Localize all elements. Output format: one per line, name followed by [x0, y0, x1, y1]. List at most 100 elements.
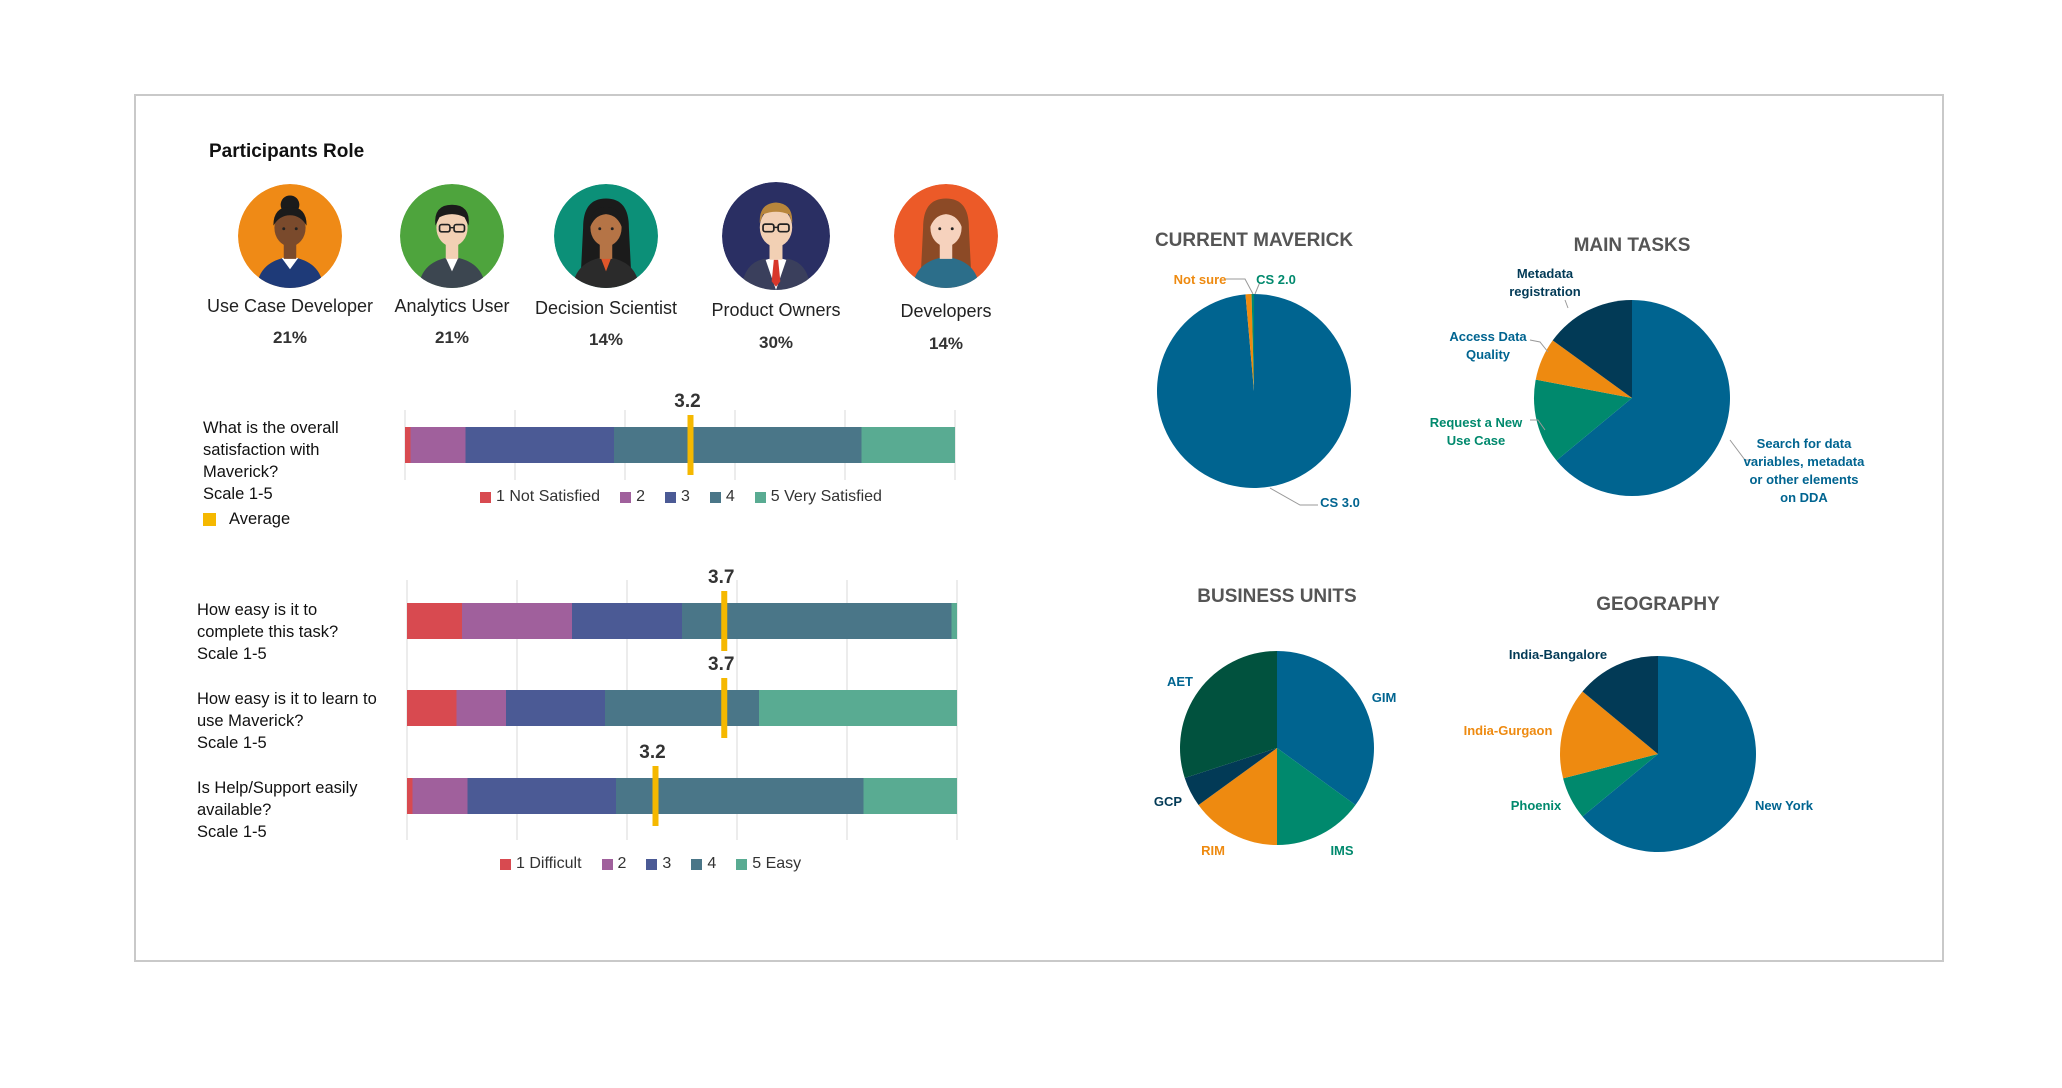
geography-pie-slice [1582, 656, 1658, 754]
main-tasks-leader-line [1530, 419, 1546, 431]
ease-bar-segment [407, 690, 457, 726]
ease-legend-swatch [691, 858, 703, 870]
main-tasks-slice-label: variables, metadata [1744, 454, 1865, 469]
ease-legend: 1 Difficult 2 3 4 5 Easy [500, 855, 821, 873]
ease-average-marker [652, 766, 659, 826]
main-tasks-pie-slice [1552, 300, 1632, 398]
ease-legend-label: 4 [707, 855, 717, 872]
role-label: Analytics User [394, 296, 510, 316]
ease-bar-segment [467, 778, 616, 814]
dashboard-frame [134, 94, 1944, 962]
maverick-slice-label: Not sure [1174, 272, 1227, 287]
geography-slice-label: Phoenix [1511, 798, 1562, 813]
ease-average-label: 3.7 [708, 654, 734, 675]
main-tasks-slice-label: Use Case [1447, 433, 1506, 448]
average-legend: Average [203, 510, 290, 529]
business-units-pie-slice [1277, 748, 1356, 845]
ease-average-marker [721, 678, 728, 738]
satisfaction-legend-item: 5 Very Satisfied [754, 488, 882, 506]
ease-average-label: 3.2 [639, 742, 665, 763]
main-tasks-slice-label: Request a New [1430, 415, 1523, 430]
satisfaction-question: What is the overall satisfaction with Ma… [203, 419, 339, 503]
satisfaction-legend-swatch [480, 491, 491, 503]
woman-long-hair-icon [554, 184, 658, 288]
satisfaction-average-marker [687, 415, 694, 475]
role-label: Decision Scientist [534, 298, 678, 318]
main-tasks-pie-slice [1535, 340, 1632, 398]
ease-legend-item: 1 Difficult [500, 855, 582, 873]
ease-bar-segment [407, 603, 462, 639]
ease-bar-segment [605, 690, 759, 726]
business-units-pie-slice [1180, 651, 1277, 778]
man-glasses-icon [400, 184, 504, 288]
ease-bar-segment [462, 603, 572, 639]
maverick-slice-label: CS 3.0 [1320, 495, 1360, 510]
main-tasks-leader-line [1564, 299, 1569, 309]
satisfaction-average-label: 3.2 [674, 391, 700, 412]
satisfaction-legend-label: 2 [636, 488, 645, 505]
business-units-pie-slice [1277, 651, 1374, 806]
role-label: Developers [900, 301, 992, 321]
woman-curly-hair-icon [238, 184, 342, 288]
ease-question-2: How easy is it to learn to use Maverick?… [197, 690, 377, 752]
role-label: Use Case Developer [206, 296, 374, 316]
satisfaction-legend-item: 3 [664, 488, 690, 506]
satisfaction-legend-label: 3 [680, 488, 690, 505]
maverick-leader-line [1225, 278, 1254, 295]
satisfaction-legend-label: 5 Very Satisfied [770, 488, 882, 505]
business-units-pie-slice [1198, 748, 1277, 845]
role-percentage: 21% [272, 328, 308, 347]
ease-bar-segment [759, 690, 957, 726]
role-percentage: 30% [758, 333, 794, 352]
satisfaction-bar-segment [405, 427, 411, 463]
satisfaction-legend-swatch [754, 491, 766, 503]
ease-bar-segment [407, 778, 413, 814]
ease-question-1: How easy is it to complete this task? Sc… [197, 601, 339, 663]
geography-slice-label: India-Gurgaon [1464, 723, 1553, 738]
ease-legend-item: 4 [691, 855, 716, 873]
ease-legend-swatch [601, 858, 613, 870]
maverick-leader-line [1254, 281, 1261, 295]
satisfaction-bar-segment [861, 427, 955, 463]
satisfaction-bar-segment [614, 427, 862, 463]
business-units-slice-label: GCP [1154, 794, 1183, 809]
ease-bar-segment [412, 778, 468, 814]
role-percentage: 21% [434, 328, 470, 347]
maverick-leader-line [1269, 487, 1318, 506]
business-units-chart-title: BUSINESS UNITS [1197, 586, 1356, 607]
average-swatch [203, 513, 216, 526]
ease-legend-label: 1 Difficult [516, 855, 582, 872]
ease-bar-segment [456, 690, 506, 726]
business-units-slice-label: IMS [1330, 843, 1353, 858]
maverick-pie-slice [1245, 294, 1254, 391]
ease-average-marker [721, 591, 728, 651]
satisfaction-legend-item: 1 Not Satisfied [480, 488, 600, 506]
ease-average-label: 3.7 [708, 567, 734, 588]
ease-bar-segment [506, 690, 605, 726]
satisfaction-bar-segment [410, 427, 466, 463]
ease-legend-swatch [500, 858, 511, 870]
maverick-slice-label: CS 2.0 [1256, 272, 1296, 287]
maverick-chart-title: CURRENT MAVERICK [1155, 230, 1353, 251]
ease-bar-segment [951, 603, 957, 639]
main-tasks-slice-label: on DDA [1780, 490, 1828, 505]
role-percentage: 14% [928, 334, 964, 353]
participants-title: Participants Role [209, 141, 365, 162]
geography-slice-label: India-Bangalore [1509, 647, 1607, 662]
main-tasks-slice-label: Access Data [1449, 329, 1527, 344]
ease-legend-label: 5 Easy [752, 855, 802, 872]
maverick-pie-slice [1251, 294, 1254, 391]
business-units-slice-label: AET [1167, 674, 1193, 689]
business-units-slice-label: RIM [1201, 843, 1225, 858]
geography-slice-label: New York [1755, 798, 1814, 813]
business-units-pie-slice [1184, 748, 1277, 806]
geography-pie-slice [1560, 691, 1658, 779]
business-units-slice-label: GIM [1372, 690, 1397, 705]
main-tasks-leader-line [1729, 439, 1752, 461]
ease-legend-swatch [736, 858, 748, 870]
satisfaction-legend-item: 2 [620, 488, 645, 506]
main-tasks-chart-title: MAIN TASKS [1574, 235, 1691, 256]
ease-legend-item: 3 [646, 855, 671, 873]
main-tasks-slice-label: Metadata [1517, 266, 1574, 281]
